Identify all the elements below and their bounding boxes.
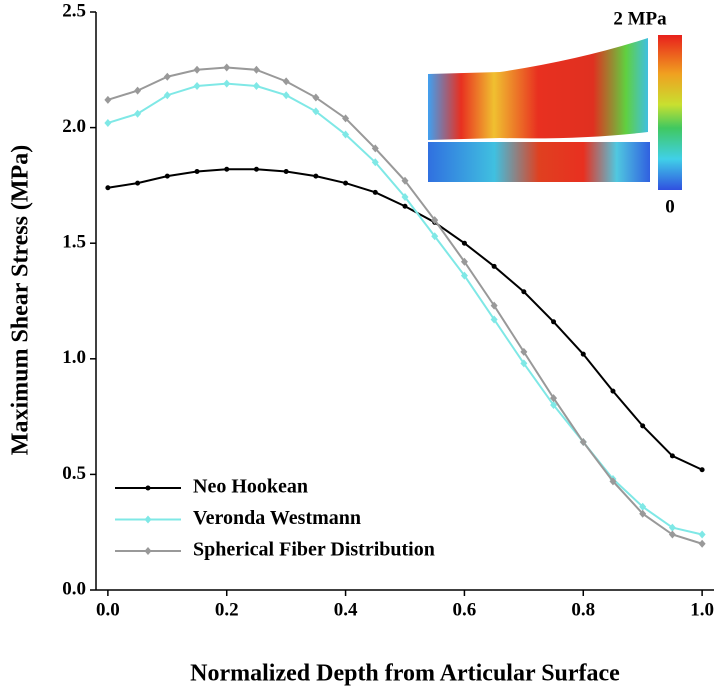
- data-point: [668, 523, 676, 532]
- series-line: [107, 168, 703, 471]
- data-point: [372, 189, 378, 195]
- y-tick-label: 1.0: [62, 347, 86, 368]
- data-point: [460, 257, 468, 266]
- data-point: [371, 144, 379, 153]
- data-point: [224, 166, 230, 172]
- data-point: [401, 176, 409, 185]
- data-point: [312, 107, 320, 116]
- x-axis-title: Normalized Depth from Articular Surface: [190, 661, 620, 687]
- y-tick-label: 0.5: [62, 463, 86, 484]
- inset-lower-layer: [428, 142, 650, 182]
- y-tick-label: 1.5: [62, 232, 86, 253]
- y-axis-title: Maximum Shear Stress (MPa): [8, 145, 34, 455]
- data-point: [134, 109, 142, 118]
- x-tick-label: 0.6: [453, 599, 477, 620]
- data-point: [253, 166, 259, 172]
- data-point: [639, 509, 647, 518]
- data-point: [699, 467, 705, 473]
- data-point: [490, 315, 498, 324]
- x-tick-label: 0.2: [215, 599, 239, 620]
- legend-label: Neo Hookean: [193, 476, 308, 498]
- data-point: [460, 271, 468, 280]
- legend-marker: [145, 485, 151, 491]
- y-tick-label: 2.5: [62, 0, 86, 21]
- data-point: [461, 240, 467, 246]
- data-point: [580, 351, 586, 357]
- data-point: [104, 118, 112, 127]
- data-point: [342, 130, 350, 139]
- legend-marker: [144, 515, 152, 524]
- data-point: [551, 319, 557, 325]
- y-tick-label: 2.0: [62, 116, 86, 137]
- data-point: [283, 169, 289, 175]
- data-point: [134, 86, 142, 95]
- data-point: [193, 65, 201, 74]
- data-point: [431, 232, 439, 241]
- data-point: [105, 185, 111, 191]
- data-point: [609, 477, 617, 486]
- legend-label: Spherical Fiber Distribution: [193, 539, 435, 561]
- data-point: [194, 169, 200, 175]
- legend-marker: [144, 547, 152, 555]
- data-point: [491, 263, 497, 269]
- data-point: [698, 530, 706, 539]
- data-point: [313, 173, 319, 179]
- data-point: [550, 394, 558, 403]
- data-point: [401, 192, 409, 201]
- data-point: [490, 301, 498, 310]
- data-point: [164, 173, 170, 179]
- data-point: [223, 63, 231, 72]
- data-point: [163, 72, 171, 81]
- x-tick-label: 0.8: [571, 599, 595, 620]
- y-tick-label: 0.0: [62, 578, 86, 599]
- inset-image: 2 MPa 0: [428, 8, 682, 217]
- data-point: [668, 530, 676, 539]
- legend-label: Veronda Westmann: [193, 507, 361, 529]
- data-point: [371, 158, 379, 167]
- data-point: [431, 216, 439, 225]
- series-line: [107, 66, 703, 545]
- data-point: [520, 359, 528, 368]
- data-point: [223, 79, 231, 88]
- data-point: [520, 347, 528, 356]
- data-point: [343, 180, 349, 186]
- data-point: [640, 423, 646, 429]
- colorbar: [658, 35, 682, 190]
- data-point: [104, 95, 112, 104]
- data-point: [550, 401, 558, 410]
- data-point: [312, 93, 320, 102]
- colorbar-min-label: 0: [665, 196, 675, 217]
- x-tick-label: 0.4: [334, 599, 358, 620]
- x-tick-label: 0.0: [96, 599, 120, 620]
- data-point: [698, 539, 706, 548]
- data-point: [669, 453, 675, 459]
- data-point: [252, 81, 260, 90]
- colorbar-max-label: 2 MPa: [613, 8, 667, 29]
- data-point: [135, 180, 141, 186]
- data-point: [282, 91, 290, 100]
- data-point: [193, 81, 201, 90]
- data-point: [521, 289, 527, 295]
- data-point: [610, 388, 616, 394]
- data-point: [282, 77, 290, 86]
- data-point: [402, 203, 408, 209]
- data-point: [579, 438, 587, 447]
- data-point: [639, 502, 647, 511]
- x-tick-label: 1.0: [690, 599, 714, 620]
- inset-upper-layer: [428, 38, 648, 140]
- data-point: [252, 65, 260, 74]
- data-point: [342, 114, 350, 123]
- data-point: [163, 91, 171, 100]
